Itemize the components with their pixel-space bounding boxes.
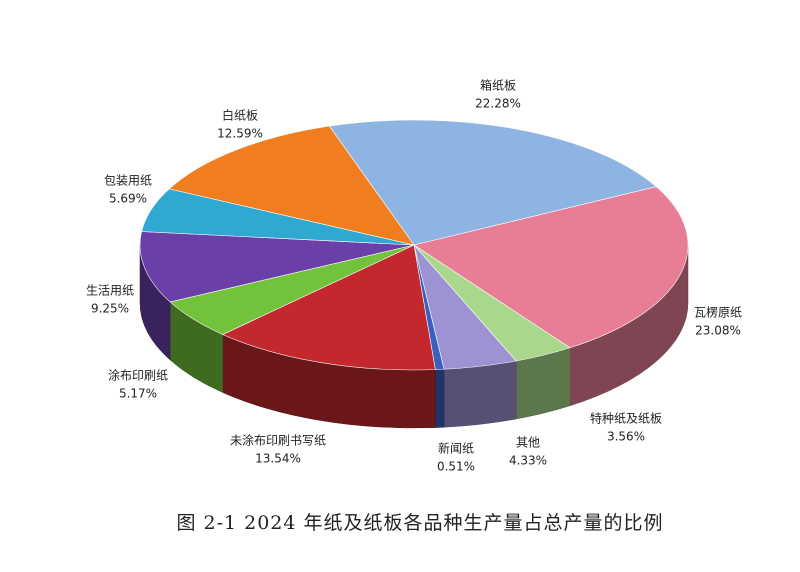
slice-label: 箱纸板 bbox=[480, 78, 516, 93]
slice-label: 生活用纸 bbox=[86, 284, 134, 298]
slice-value: 3.56% bbox=[607, 430, 645, 444]
slice-value: 23.08% bbox=[695, 324, 741, 338]
slice bbox=[328, 119, 658, 246]
slice bbox=[413, 186, 689, 349]
slice-label: 特种纸及纸板 bbox=[590, 411, 662, 426]
slice bbox=[168, 125, 415, 246]
slice-label: 白纸板 bbox=[222, 108, 258, 123]
slice-value: 5.17% bbox=[119, 387, 157, 401]
slice-label: 未涂布印刷书写纸 bbox=[230, 433, 326, 448]
slice-value: 4.33% bbox=[509, 454, 547, 468]
slice-label: 新闻纸 bbox=[438, 441, 474, 456]
slice-label: 其他 bbox=[516, 436, 540, 450]
slice-value: 9.25% bbox=[91, 302, 129, 316]
slice-value: 0.51% bbox=[437, 460, 475, 474]
pie-sides bbox=[139, 244, 689, 429]
slice-value: 22.28% bbox=[475, 97, 521, 111]
slice-label: 涂布印刷纸 bbox=[108, 368, 168, 383]
pie-tops bbox=[139, 119, 689, 371]
slice-label: 包装用纸 bbox=[104, 174, 152, 188]
slice-side bbox=[435, 368, 445, 428]
slice bbox=[139, 231, 415, 303]
labels: 箱纸板 22.28% 瓦楞原纸 23.08% 特种纸及纸板 3.56% 其他 4.33% 新闻纸… bbox=[86, 78, 742, 474]
slice-value: 13.54% bbox=[255, 452, 301, 466]
slice-value: 12.59% bbox=[217, 127, 263, 141]
slice-side bbox=[443, 360, 517, 428]
slice bbox=[221, 244, 436, 371]
slice-label: 瓦楞原纸 bbox=[694, 305, 742, 320]
slice-value: 5.69% bbox=[109, 192, 147, 206]
caption: 图 2-1 2024 年纸及纸板各品种生产量占总产量的比例 bbox=[176, 512, 663, 534]
